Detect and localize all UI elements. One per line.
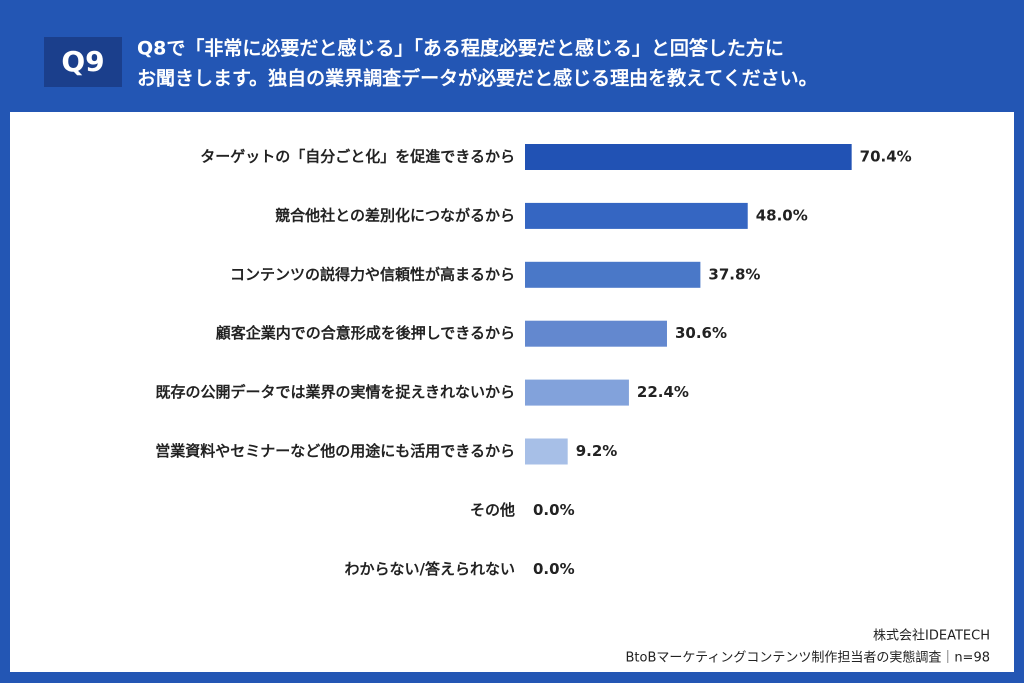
bar — [525, 261, 701, 288]
value-label: 9.2% — [576, 442, 618, 460]
footer-company: 株式会社IDEATECH — [873, 628, 990, 644]
category-label: コンテンツの説得力や信頼性が高まるから — [230, 265, 515, 283]
value-label: 0.0% — [533, 560, 575, 578]
footer-survey: BtoBマーケティングコンテンツ制作担当者の実態調査｜n=98 — [625, 650, 990, 666]
value-label: 30.6% — [675, 324, 727, 342]
bar — [525, 438, 568, 465]
bar — [525, 144, 852, 170]
value-label: 70.4% — [860, 148, 912, 166]
category-label: 営業資料やセミナーなど他の用途にも活用できるから — [155, 442, 515, 460]
bar — [525, 202, 748, 229]
value-label: 0.0% — [533, 501, 575, 519]
badge: Q9 — [61, 45, 104, 78]
panel — [10, 112, 1014, 672]
category-label: 顧客企業内での合意形成を後押しできるから — [216, 324, 515, 342]
category-label: その他 — [470, 501, 515, 519]
category-label: ターゲットの「自分ごと化」を促進できるから — [200, 148, 515, 166]
chart-title: Q8で「非常に必要だと感じる」「ある程度必要だと感じる」と回答した方に — [137, 37, 784, 60]
bar — [525, 320, 667, 347]
chart-title: お聞きします。独自の業界調査データが必要だと感じる理由を教えてください。 — [137, 67, 818, 90]
category-label: 既存の公開データでは業界の実情を捉えきれないから — [155, 383, 515, 401]
value-label: 22.4% — [637, 383, 689, 401]
value-label: 48.0% — [756, 206, 808, 224]
value-label: 37.8% — [708, 265, 760, 283]
bar — [525, 379, 629, 406]
badge-box — [44, 37, 122, 87]
category-label: わからない/答えられない — [345, 560, 515, 578]
category-label: 競合他社との差別化につながるから — [275, 206, 515, 224]
